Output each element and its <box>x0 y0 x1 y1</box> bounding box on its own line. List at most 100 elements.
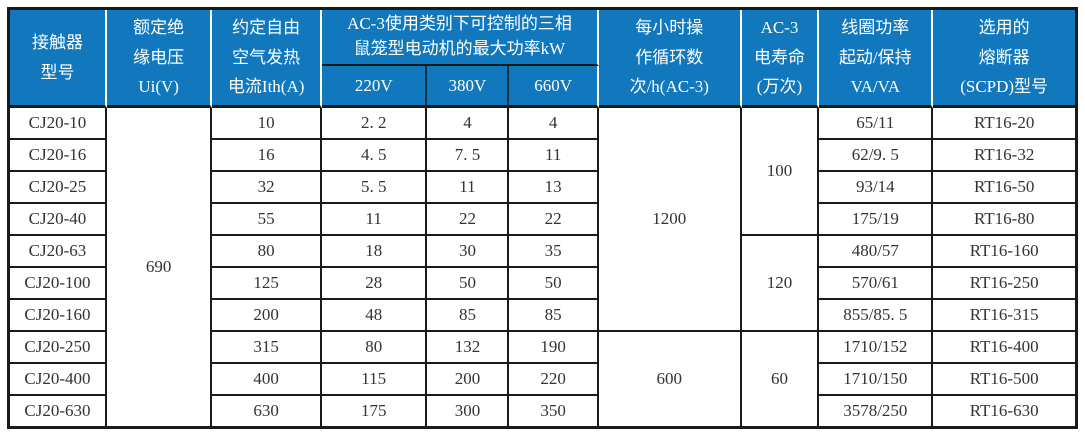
table-row-CJ20-250: CJ20-250 315 80 132 190 600 60 1710/152 RT16-400 <box>10 332 1075 426</box>
table-row-CJ20-630: CJ20-630 630 175 300 350 3578/250 RT16-630 <box>10 396 1075 426</box>
table-row-CJ20-400: CJ20-400 400 115 200 220 1710/150 RT16-500 <box>10 364 1075 396</box>
cell-p380: 22 <box>427 204 510 236</box>
cell-p660: 190 <box>509 332 599 364</box>
cell-p220: 11 <box>322 204 428 236</box>
table-row-CJ20-100: CJ20-100 125 28 50 50 570/61 RT16-250 <box>10 268 1075 300</box>
cell-p660: 11 <box>509 140 599 172</box>
cell-p660: 13 <box>509 172 599 204</box>
cell-ith: 400 <box>212 364 323 396</box>
cell-p220: 5. 5 <box>322 172 428 204</box>
cell-coil: 65/11 <box>819 108 934 140</box>
cell-ith: 10 <box>212 108 323 140</box>
cell-coil: 855/85. 5 <box>819 300 934 332</box>
table-row-CJ20-40: CJ20-40 55 11 22 22 175/19 RT16-80 <box>10 204 1075 236</box>
cell-p660: 85 <box>509 300 599 332</box>
cell-model: CJ20-250 <box>10 332 107 364</box>
cell-model: CJ20-16 <box>10 140 107 172</box>
table-row-CJ20-16: CJ20-16 16 4. 5 7. 5 11 62/9. 5 RT16-32 <box>10 140 1075 172</box>
table-row-CJ20-63: CJ20-63 80 18 30 35 120 480/57 RT16-160 <box>10 236 1075 332</box>
cell-p380: 85 <box>427 300 510 332</box>
cell-p380: 50 <box>427 268 510 300</box>
cell-life: 100 <box>741 108 820 236</box>
cell-model: CJ20-40 <box>10 204 107 236</box>
cell-p220: 115 <box>322 364 428 396</box>
cell-p380: 132 <box>427 332 510 364</box>
cell-ith: 125 <box>212 268 323 300</box>
cell-fuse: RT16-160 <box>933 236 1075 268</box>
cell-ith: 630 <box>212 396 323 426</box>
table-body: CJ20-10 690 10 2. 2 4 4 1200 100 65/11 RT16-20 CJ2… <box>10 108 1075 426</box>
header-contactor-model: 接触器 型号 <box>10 10 107 108</box>
cell-p220: 2. 2 <box>322 108 428 140</box>
table-row-CJ20-10: CJ20-10 690 10 2. 2 4 4 1200 100 65/11 RT16-20 <box>10 108 1075 426</box>
header-ac3-max-power-group: AC-3使用类别下可控制的三相 鼠笼型电动机的最大功率kW <box>322 10 599 66</box>
cell-p380: 7. 5 <box>427 140 510 172</box>
cell-ith: 16 <box>212 140 323 172</box>
cell-p220: 175 <box>322 396 428 426</box>
cell-model: CJ20-400 <box>10 364 107 396</box>
cell-p660: 35 <box>509 236 599 268</box>
cell-coil: 3578/250 <box>819 396 934 426</box>
cell-fuse: RT16-50 <box>933 172 1075 204</box>
cell-p220: 28 <box>322 268 428 300</box>
cell-p220: 48 <box>322 300 428 332</box>
header-electrical-life: AC-3 电寿命 (万次) <box>741 10 820 108</box>
cell-p660: 4 <box>509 108 599 140</box>
cell-fuse: RT16-630 <box>933 396 1075 426</box>
header-fuse-type: 选用的 熔断器 (SCPD)型号 <box>933 10 1075 108</box>
cell-fuse: RT16-20 <box>933 108 1075 140</box>
header-220v: 220V <box>322 66 428 108</box>
cell-coil: 175/19 <box>819 204 934 236</box>
table-row-CJ20-160: CJ20-160 200 48 85 85 855/85. 5 RT16-315 <box>10 300 1075 332</box>
cell-p660: 350 <box>509 396 599 426</box>
header-thermal-current: 约定自由 空气发热 电流Ith(A) <box>212 10 323 108</box>
table-header: 接触器 型号 额定绝 缘电压 Ui(V) 约定自由 空气发热 电流Ith(A) … <box>10 10 1075 108</box>
cell-p380: 11 <box>427 172 510 204</box>
cell-ith: 80 <box>212 236 323 268</box>
cell-cycles: 1200 <box>598 108 742 332</box>
header-coil-power: 线圈功率 起动/保持 VA/VA <box>819 10 934 108</box>
cell-coil: 570/61 <box>819 268 934 300</box>
cell-coil: 1710/150 <box>819 364 934 396</box>
cell-model: CJ20-63 <box>10 236 107 268</box>
cell-model: CJ20-100 <box>10 268 107 300</box>
cell-p660: 50 <box>509 268 599 300</box>
cell-p220: 18 <box>322 236 428 268</box>
cell-p380: 30 <box>427 236 510 268</box>
table-row-CJ20-25: CJ20-25 32 5. 5 11 13 93/14 RT16-50 <box>10 172 1075 204</box>
cell-p660: 220 <box>509 364 599 396</box>
cell-cycles: 600 <box>598 332 742 426</box>
contactor-spec-table: 接触器 型号 额定绝 缘电压 Ui(V) 约定自由 空气发热 电流Ith(A) … <box>7 7 1078 429</box>
cell-coil: 62/9. 5 <box>819 140 934 172</box>
cell-coil: 93/14 <box>819 172 934 204</box>
cell-model: CJ20-25 <box>10 172 107 204</box>
header-660v: 660V <box>509 66 599 108</box>
cell-ith: 200 <box>212 300 323 332</box>
cell-life: 60 <box>741 332 820 426</box>
cell-fuse: RT16-500 <box>933 364 1075 396</box>
cell-fuse: RT16-400 <box>933 332 1075 364</box>
header-operating-cycles: 每小时操 作循环数 次/h(AC-3) <box>598 10 742 108</box>
cell-ui: 690 <box>106 108 213 426</box>
cell-ith: 315 <box>212 332 323 364</box>
cell-p220: 80 <box>322 332 428 364</box>
header-insulation-voltage: 额定绝 缘电压 Ui(V) <box>106 10 213 108</box>
cell-coil: 1710/152 <box>819 332 934 364</box>
cell-p380: 4 <box>427 108 510 140</box>
cell-p380: 200 <box>427 364 510 396</box>
cell-model: CJ20-10 <box>10 108 107 140</box>
cell-model: CJ20-160 <box>10 300 107 332</box>
cell-ith: 32 <box>212 172 323 204</box>
cell-fuse: RT16-80 <box>933 204 1075 236</box>
cell-p220: 4. 5 <box>322 140 428 172</box>
cell-ith: 55 <box>212 204 323 236</box>
cell-fuse: RT16-250 <box>933 268 1075 300</box>
header-380v: 380V <box>427 66 510 108</box>
cell-coil: 480/57 <box>819 236 934 268</box>
cell-model: CJ20-630 <box>10 396 107 426</box>
cell-fuse: RT16-315 <box>933 300 1075 332</box>
cell-life: 120 <box>741 236 820 332</box>
cell-p380: 300 <box>427 396 510 426</box>
cell-p660: 22 <box>509 204 599 236</box>
